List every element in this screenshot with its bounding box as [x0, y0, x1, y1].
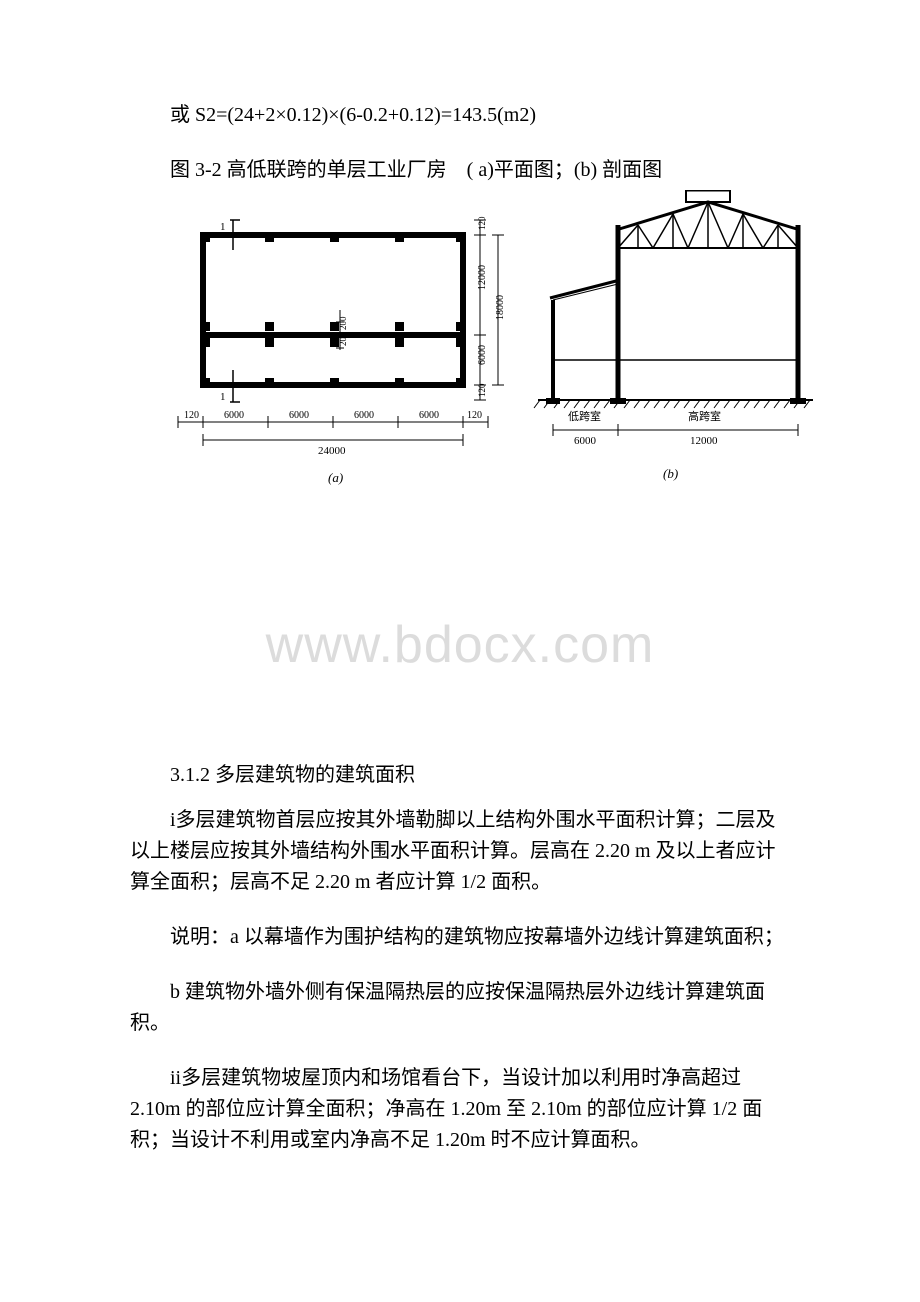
dim-v-6000: 6000 — [477, 345, 488, 365]
figure-3-2: 1 1 120 6000 6000 — [158, 190, 790, 500]
para-ii: ii多层建筑物坡屋顶内和场馆看台下，当设计加以利用时净高超过 2.10m 的部位… — [130, 1063, 790, 1156]
dim-6000-2: 6000 — [289, 410, 309, 421]
sec-dim-12000: 12000 — [690, 435, 718, 447]
dim-v-120-top: 120 — [477, 216, 487, 230]
dim-120-left: 120 — [184, 410, 199, 421]
dim-120-right: 120 — [467, 410, 482, 421]
section-label-b: (b) — [663, 466, 678, 481]
dim-v-18000: 18000 — [495, 295, 506, 320]
figure-3-2-svg: 1 1 120 6000 6000 — [158, 190, 818, 490]
formula-line: 或 S2=(24+2×0.12)×(6-0.2+0.12)=143.5(m2) — [130, 100, 790, 131]
para-note-b: b 建筑物外墙外侧有保温隔热层的应按保温隔热层外边线计算建筑面积。 — [130, 977, 790, 1039]
sec-low-label: 低跨室 — [568, 409, 601, 423]
dim-v-120-bot: 120 — [477, 383, 487, 397]
sec-dim-6000: 6000 — [574, 435, 597, 447]
section-marker-1-top: 1 — [220, 221, 226, 233]
dim-v-12000: 12000 — [477, 265, 488, 290]
para-i: i多层建筑物首层应按其外墙勒脚以上结构外围水平面积计算；二层及以上楼层应按其外墙… — [130, 805, 790, 898]
dim-6000-4: 6000 — [419, 410, 439, 421]
dim-24000: 24000 — [318, 445, 346, 457]
dim-6000-1: 6000 — [224, 410, 244, 421]
section-3-1-2-title: 3.1.2 多层建筑物的建筑面积 — [130, 760, 790, 791]
plan-label-a: (a) — [328, 470, 343, 485]
figure-caption: 图 3-2 高低联跨的单层工业厂房 ( a)平面图；(b) 剖面图 — [130, 155, 790, 186]
sec-high-label: 高跨室 — [688, 409, 721, 423]
section-view: 低跨室 高跨室 6000 12000 (b) — [534, 190, 813, 481]
dim-6000-3: 6000 — [354, 410, 374, 421]
dim-200-a: 200 — [338, 316, 348, 330]
dim-200-b: 200 — [338, 332, 348, 346]
para-note-a: 说明：a 以幕墙作为围护结构的建筑物应按幕墙外边线计算建筑面积； — [130, 922, 790, 953]
section-marker-1-bottom: 1 — [220, 391, 226, 403]
plan-view: 1 1 120 6000 6000 — [178, 216, 506, 485]
